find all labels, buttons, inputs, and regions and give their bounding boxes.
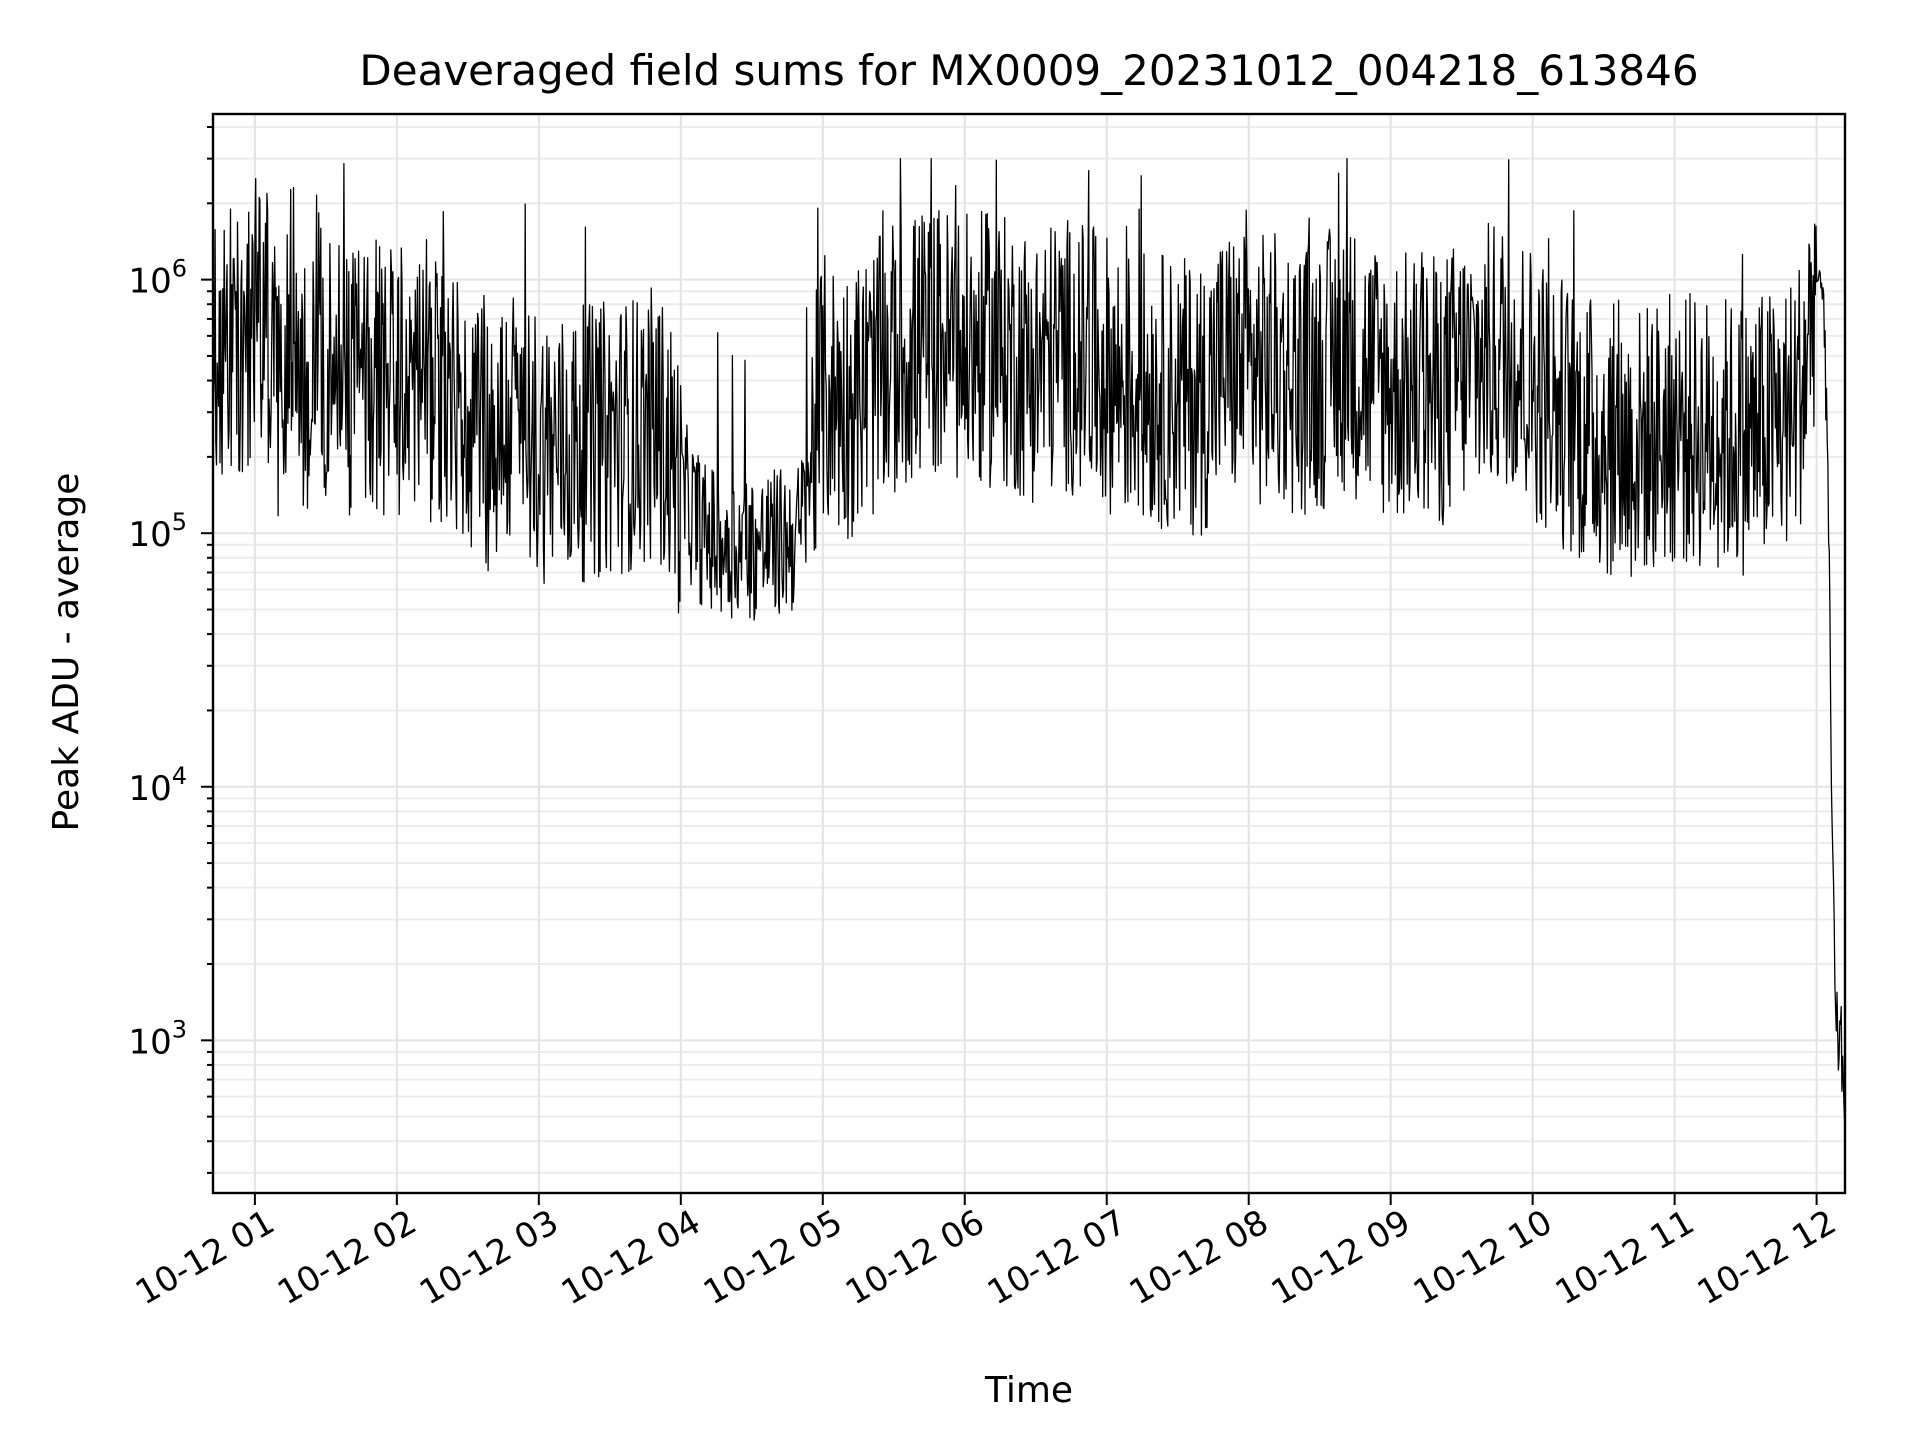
grid xyxy=(213,114,1845,1193)
y-tick-label: 104 xyxy=(128,762,187,809)
x-tick-label: 10-12 12 xyxy=(1691,1202,1843,1313)
x-tick-label: 10-12 01 xyxy=(129,1202,281,1313)
x-tick-label: 10-12 08 xyxy=(1123,1202,1275,1313)
y-tick-label: 105 xyxy=(128,508,187,555)
y-tick-label: 106 xyxy=(128,255,187,302)
x-tick-label: 10-12 04 xyxy=(555,1202,707,1313)
x-tick-label: 10-12 07 xyxy=(981,1202,1133,1313)
x-tick-label: 10-12 02 xyxy=(271,1202,423,1313)
plot-frame xyxy=(211,112,1847,1195)
y-axis-ticks: 103 104 105 106 xyxy=(128,125,213,1174)
y-axis-label: Peak ADU - average xyxy=(46,473,87,832)
x-tick-label: 10-12 09 xyxy=(1265,1202,1417,1313)
data-trace-group xyxy=(212,158,1846,1124)
x-tick-label: 10-12 03 xyxy=(413,1202,565,1313)
x-tick-label: 10-12 10 xyxy=(1407,1202,1559,1313)
x-tick-label: 10-12 05 xyxy=(697,1202,849,1313)
y-tick-label: 103 xyxy=(128,1015,187,1062)
series-line xyxy=(212,158,1846,1124)
x-tick-label: 10-12 06 xyxy=(839,1202,991,1313)
x-tick-label: 10-12 11 xyxy=(1549,1202,1701,1313)
chart-title: Deaveraged field sums for MX0009_2023101… xyxy=(359,46,1698,95)
x-axis-label: Time xyxy=(984,1370,1073,1411)
